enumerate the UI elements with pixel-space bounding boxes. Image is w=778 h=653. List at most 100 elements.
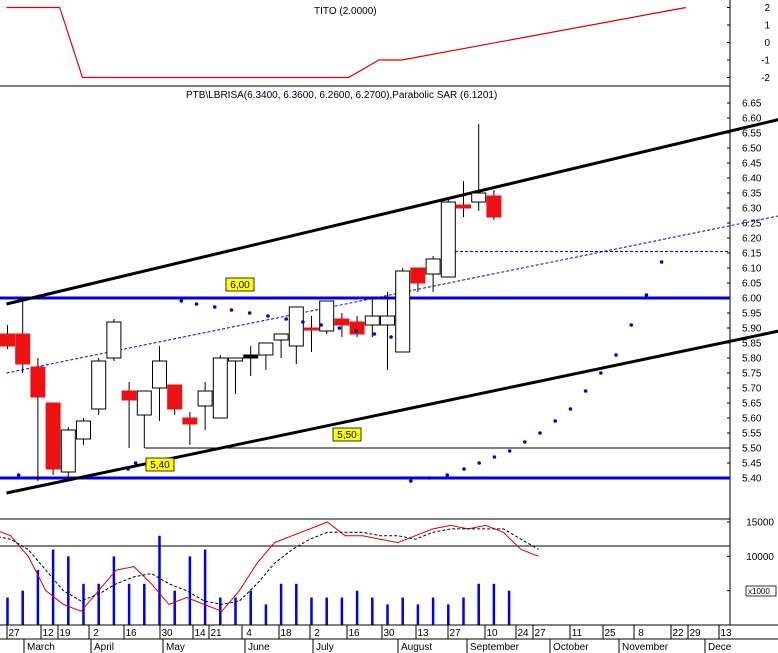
price-tick-label: 6.15	[742, 249, 762, 260]
candle-body	[121, 390, 137, 401]
volume-unit-box	[745, 585, 777, 597]
indicator-tick-label: 1	[764, 21, 770, 32]
x-day-label: 2	[314, 628, 320, 639]
sar-dot	[427, 476, 431, 480]
x-day-label: 16	[348, 628, 360, 639]
sar-dot	[445, 473, 450, 477]
price-tick-label: 5.95	[742, 309, 762, 320]
level-label-text: 5,40	[150, 460, 170, 471]
candle-body	[440, 201, 456, 278]
price-tick-label: 6.10	[742, 264, 762, 275]
x-month-label: August	[401, 642, 432, 653]
level-label-box	[225, 277, 255, 292]
candle-body	[349, 321, 365, 335]
x-day-label: 21	[210, 628, 222, 639]
candle-body	[197, 390, 213, 407]
sar-dot	[194, 302, 199, 306]
x-day-label: 30	[383, 628, 395, 639]
candle-body	[456, 204, 471, 209]
price-tick-label: 6.05	[742, 279, 762, 290]
sar-dot	[284, 317, 288, 321]
sar-dot	[126, 467, 130, 471]
candle-body	[471, 192, 487, 203]
indicator-tick-label: 0	[764, 38, 770, 49]
volume-tick-label: 15000	[746, 518, 774, 529]
candle-body	[136, 390, 152, 416]
candle-body	[228, 357, 243, 362]
price-tick-label: 6.40	[742, 174, 762, 185]
x-axis: 27 12 19 2 16 30 14 21 4 18 2 16 30 13 27 10 24 27 11 25 8 22…	[0, 624, 778, 653]
sar-dot	[583, 389, 588, 393]
sar-dot	[523, 440, 527, 444]
sar-dot	[212, 305, 217, 309]
x-day-label: 13	[720, 628, 732, 639]
x-month-label: March	[27, 642, 55, 653]
level-labels: 6,00 5,40 5,50	[145, 277, 362, 472]
sar-dot	[266, 314, 270, 318]
candle-body	[212, 357, 228, 419]
candle-body	[0, 333, 15, 347]
price-ticks: 6.65 6.60 6.55 6.50 6.45 6.40 6.35 6.30 6.25 6.20…	[727, 99, 762, 485]
candlesticks	[0, 124, 502, 481]
price-tick-label: 6.25	[742, 219, 762, 230]
level-label-box	[145, 457, 175, 472]
parabolic-sar-dots	[16, 260, 664, 483]
sar-dot	[16, 473, 21, 477]
price-tick-label: 5.50	[742, 444, 762, 455]
candle-body	[243, 354, 259, 359]
x-day-label: 10	[486, 628, 498, 639]
x-axis-day-labels: 27 12 19 2 16 30 14 21 4 18 2 16 30 13 27 10 24 27 11 25 8 22…	[6, 625, 732, 639]
sar-dot	[629, 323, 634, 327]
x-day-label: 22	[672, 628, 684, 639]
price-tick-label: 6.60	[742, 114, 762, 125]
sar-dot	[179, 299, 184, 303]
indicator-tick-label: 2	[764, 3, 770, 14]
price-tick-label: 5.70	[742, 384, 762, 395]
x-day-label: 4	[246, 628, 252, 639]
candle-body	[334, 318, 350, 326]
x-month-label: April	[94, 642, 114, 653]
x-axis-month-labels: March April May June July August September Octo…	[23, 639, 732, 653]
candle-body	[30, 366, 46, 398]
candle-body	[182, 417, 198, 425]
price-tick-label: 6.35	[742, 189, 762, 200]
indicator-panel: TITO (2.0000) 2 1 0 -1 -2	[0, 0, 770, 87]
x-day-label: 25	[604, 628, 616, 639]
candle-body	[152, 360, 167, 389]
level-label-text: 6,00	[230, 280, 250, 291]
price-tick-label: 5.40	[742, 474, 762, 485]
price-tick-label: 6.65	[742, 99, 762, 110]
sar-dot	[659, 260, 664, 264]
sar-dot	[553, 419, 558, 423]
sar-dot	[538, 431, 542, 435]
price-tick-label: 6.30	[742, 204, 762, 215]
x-day-label: 14	[194, 628, 206, 639]
price-tick-label: 5.90	[742, 324, 762, 335]
price-tick-label: 5.55	[742, 429, 762, 440]
x-day-label: 2	[93, 628, 99, 639]
x-day-label: 13	[417, 628, 429, 639]
candle-body	[106, 321, 122, 359]
indicator-ticks: 2 1 0 -1 -2	[727, 3, 770, 84]
x-day-label: 11	[572, 628, 583, 639]
candle-body	[45, 402, 61, 470]
x-day-label: 18	[280, 628, 292, 639]
x-month-label: July	[316, 642, 334, 653]
x-day-label: 19	[59, 628, 71, 639]
candle-body	[167, 384, 183, 410]
channel-line-middle	[6, 215, 778, 374]
sar-dot	[477, 461, 482, 465]
sar-dot	[462, 467, 466, 471]
price-tick-label: 5.65	[742, 399, 762, 410]
price-tick-label: 5.85	[742, 339, 762, 350]
x-month-label: June	[248, 642, 270, 653]
volume-unit-label: x1000	[748, 587, 770, 596]
indicator-label: TITO (2.0000)	[314, 6, 377, 17]
x-month-label: September	[470, 642, 520, 653]
sar-dot	[229, 308, 234, 312]
volume-oscillator-line	[0, 521, 539, 612]
candle-body	[364, 315, 380, 326]
price-panel: PTB\LBRISA(6.3400, 6.3600, 6.2600, 6.270…	[0, 86, 778, 520]
sar-dot	[614, 353, 618, 357]
sar-dot	[644, 293, 649, 297]
